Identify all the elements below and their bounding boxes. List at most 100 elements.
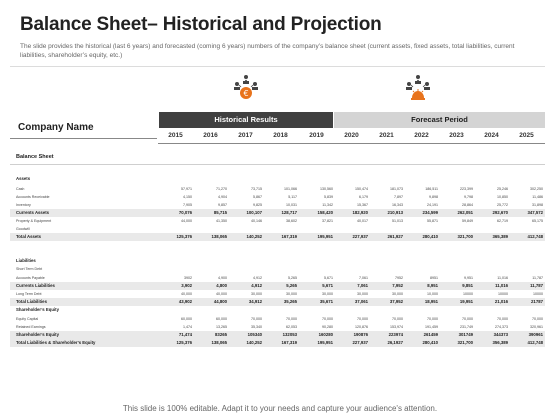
table-row: Currents Liabilities 3,902 4,800 4,912 5,265… [10,282,545,290]
cell-value: 191,459 [425,325,438,329]
table-row: Liabilities [10,257,545,265]
footer-note: This slide is 100% editable. Adapt it to… [122,404,438,413]
cell-value: 195,951 [317,340,333,345]
cell-value: 150,474 [355,187,368,191]
cell-value: 6,179 [359,195,368,199]
row-label: Shareholder’s Equity [16,307,59,312]
cell-value: 70,000 [322,317,333,321]
cell-value: 261,927 [387,234,403,239]
table-row: Assets [10,175,545,183]
table-row: Total Assets 125,376 138,065 140,252 167,319… [10,233,545,241]
company-name-label: Company Name [18,122,94,133]
cell-value: 73,715 [251,187,262,191]
title-divider [10,66,545,67]
forecast-period-header: Forecast Period [334,112,545,128]
cell-value: 21787 [531,299,543,304]
cell-value: 13,265 [216,325,227,329]
row-label: Total Liabilities & Shareholder’s Equity [16,340,96,345]
cell-value: 10000 [498,292,508,296]
cell-value: 51,013 [392,219,403,223]
table-row: Equity Capital 60,000 60,000 70,000 70,000 70… [10,315,545,323]
cell-value: 365,389 [492,234,508,239]
cell-value: 262,051 [457,210,473,215]
cell-value: 85,715 [213,210,227,215]
highlight-row-bg [10,339,545,347]
cell-value: 7952 [395,276,403,280]
cell-value: 210,913 [387,210,403,215]
cell-value: 101,066 [284,187,297,191]
cell-value: 1,474 [183,325,192,329]
cell-value: 16,343 [392,203,403,207]
highlight-row-bg [10,233,545,241]
cell-value: 8,951 [427,283,438,288]
cell-value: 356,389 [492,340,508,345]
cell-value: 10,850 [497,195,508,199]
cell-value: 5,265 [286,283,297,288]
cell-value: 62,053 [286,325,297,329]
cell-value: 321,700 [457,340,473,345]
table-row: Balance Sheet [10,151,545,163]
cell-value: 24,191 [427,203,438,207]
cell-value: 43,902 [178,299,192,304]
row-label: Inventory [16,203,31,207]
row-label: Accounts Receivable [16,195,50,199]
cell-value: 5,265 [288,276,297,280]
cell-value: 125,376 [176,234,192,239]
cell-value: 9,851 [462,283,473,288]
cell-value: 70,000 [462,317,473,321]
cell-value: 138,065 [211,340,227,345]
year-2024: 2024 [484,132,499,139]
cell-value: 40,000 [181,292,192,296]
cell-value: 3,902 [181,283,192,288]
cell-value: 7,897 [394,195,403,199]
cell-value: 38,602 [286,219,297,223]
row-label: Total Liabilities [16,299,47,304]
row-label: Currents Assets [16,210,50,215]
cell-value: 105340 [247,332,262,337]
cell-value: 234,599 [422,210,438,215]
cell-value: 71,474 [178,332,192,337]
cell-value: 59,849 [462,219,473,223]
cell-value: 5,867 [253,195,262,199]
cell-value: 31,898 [532,203,543,207]
row-label: Property & Equipment [16,219,52,223]
section-divider [10,164,545,165]
cell-value: 7,061 [359,276,368,280]
year-2025: 2025 [519,132,534,139]
cell-value: 21,016 [494,299,508,304]
cell-value: 9,951 [464,276,473,280]
cell-value: 35,265 [283,299,297,304]
table-row: Total Liabilities 43,902 44,800 34,912 35,26… [10,298,545,306]
people-alarm-icon [406,75,430,100]
cell-value: 190876 [353,332,368,337]
cell-value: 15,367 [357,203,368,207]
cell-value: 25,246 [497,187,508,191]
cell-value: 223974 [388,332,403,337]
cell-value: 412,748 [527,234,543,239]
cell-value: 292,670 [492,210,508,215]
cell-value: 4,150 [183,195,192,199]
cell-value: 11,016 [497,276,508,280]
row-label: Short Term Debt [16,267,43,271]
row-label: Equity Capital [16,317,39,321]
cell-value: 5,839 [324,195,333,199]
cell-value: 182,920 [352,210,368,215]
cell-value: 412,748 [527,340,543,345]
cell-value: 4,912 [253,276,262,280]
cell-value: 140,252 [246,234,262,239]
cell-value: 90,280 [322,325,333,329]
cell-value: 34,912 [248,299,262,304]
cell-value: 138,065 [211,234,227,239]
cell-value: 181,073 [390,187,403,191]
company-underline [10,138,157,139]
cell-value: 7,952 [392,283,403,288]
year-2015: 2015 [168,132,183,139]
table-row: Retained Earnings 1,474 13,265 35,340 62,053… [10,323,545,331]
row-label: Liabilities [16,258,36,263]
row-label: Accounts Payable [16,276,45,280]
cell-value: 70,000 [286,317,297,321]
cell-value: 223,399 [460,187,473,191]
table-row: Cash 57,971 71,270 73,715 101,066 130,560 150,… [10,185,545,193]
cell-value: 44,000 [181,219,192,223]
cell-value: 37,952 [389,299,403,304]
